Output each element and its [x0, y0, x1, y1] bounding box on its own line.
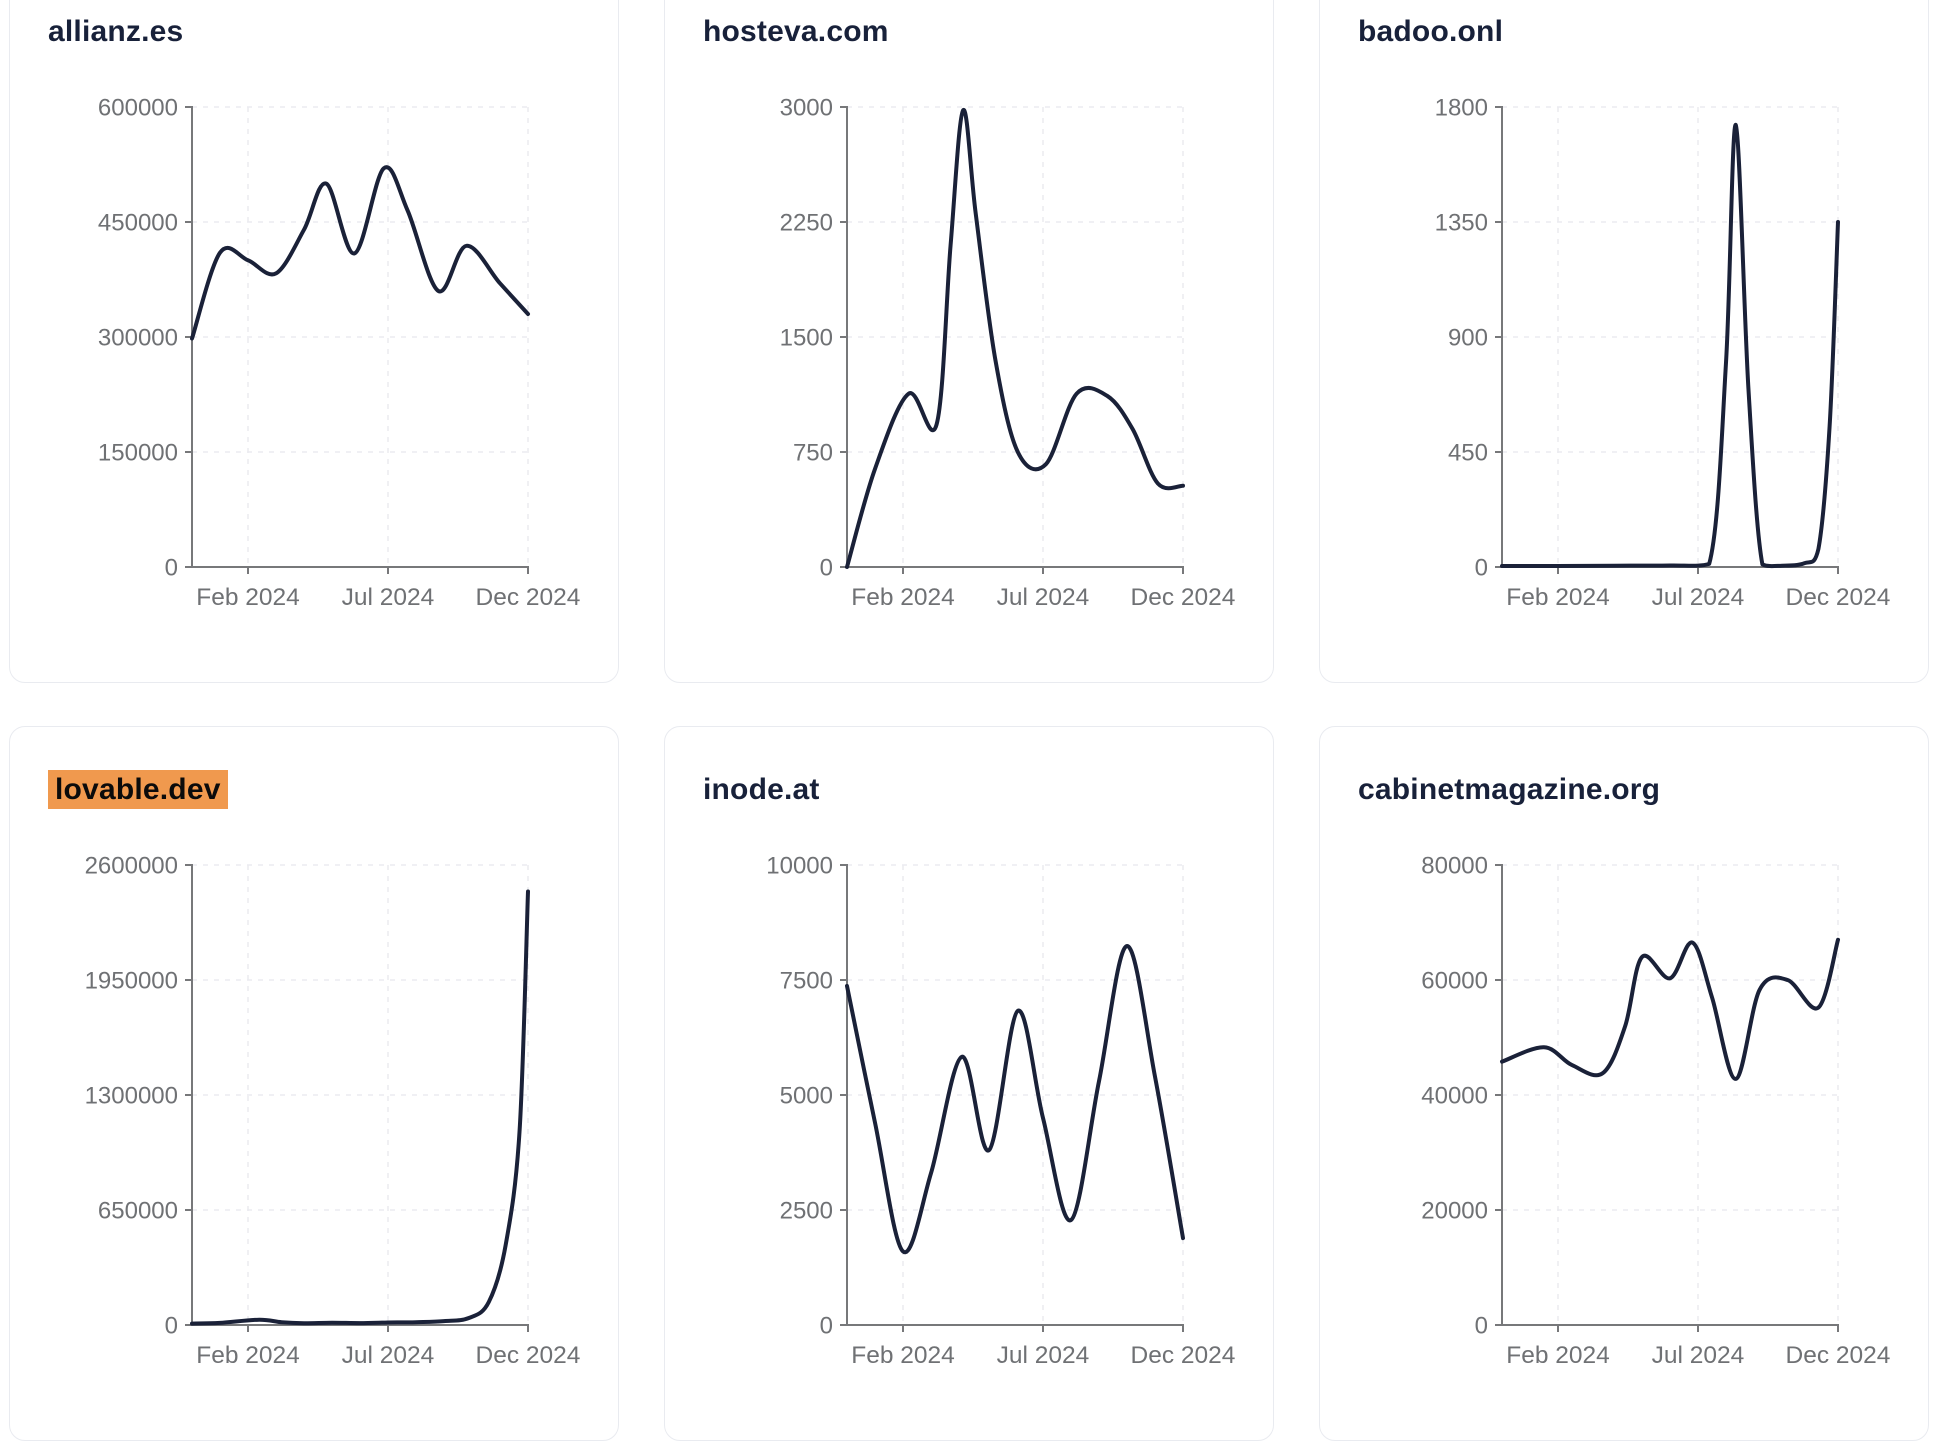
trend-line	[190, 165, 530, 341]
trend-line	[845, 108, 1185, 569]
y-tick-label: 1950000	[85, 968, 178, 995]
x-tick-label: Dec 2024	[1786, 1342, 1891, 1369]
domain-title-text: lovable.dev	[48, 770, 228, 809]
trend-line	[1500, 122, 1840, 569]
axis-frame	[840, 106, 1184, 574]
y-tick-label: 40000	[1421, 1083, 1488, 1110]
x-tick-label: Dec 2024	[476, 1342, 581, 1369]
y-tick-label: 1800	[1435, 95, 1488, 122]
chart-card: allianz.es 600000 450000 300000 150000 0 Feb …	[9, 0, 619, 683]
chart-title: allianz.es	[48, 15, 183, 49]
axis-frame	[185, 106, 529, 574]
line-chart: 600000 450000 300000 150000 0 Feb 2024 Jul 202…	[98, 95, 581, 612]
domain-title-text: cabinetmagazine.org	[1358, 773, 1661, 806]
chart-title: inode.at	[703, 773, 820, 807]
domain-title-text: inode.at	[703, 773, 820, 806]
domain-title-text: hosteva.com	[703, 15, 889, 48]
chart-card: inode.at 10000 7500 5000 2500 0 Feb 2024 Jul 2…	[664, 726, 1274, 1441]
y-tick-label: 3000	[780, 95, 833, 122]
x-tick-label: Feb 2024	[1506, 1342, 1610, 1369]
domain-title-text: badoo.onl	[1358, 15, 1504, 48]
x-tick-label: Dec 2024	[476, 584, 581, 611]
line-chart: 80000 60000 40000 20000 0 Feb 2024 Jul 2024 Dec…	[1421, 853, 1891, 1370]
chart-card: hosteva.com 3000 2250 1500 750 0 Feb 2024 Jul …	[664, 0, 1274, 683]
x-tick-label: Jul 2024	[997, 1342, 1090, 1369]
y-tick-label: 900	[1448, 325, 1488, 352]
chart-title: cabinetmagazine.org	[1358, 773, 1660, 807]
y-tick-label: 60000	[1421, 968, 1488, 995]
chart-title: lovable.dev	[48, 770, 228, 809]
y-tick-label: 150000	[98, 440, 178, 467]
chart-card: lovable.dev 2600000 1950000 1300000 650000 0…	[9, 726, 619, 1441]
trend-line	[845, 943, 1185, 1255]
y-tick-label: 450000	[98, 210, 178, 237]
x-tick-label: Jul 2024	[1652, 1342, 1745, 1369]
y-tick-label: 650000	[98, 1198, 178, 1225]
y-tick-label: 450	[1448, 440, 1488, 467]
y-tick-label: 300000	[98, 325, 178, 352]
axis-frame	[840, 864, 1184, 1332]
y-tick-label: 0	[165, 555, 178, 582]
x-tick-label: Jul 2024	[1652, 584, 1745, 611]
y-tick-label: 2250	[780, 210, 833, 237]
axis-frame	[1495, 106, 1839, 574]
x-tick-label: Jul 2024	[342, 1342, 435, 1369]
charts-grid: allianz.es 600000 450000 300000 150000 0 Feb …	[9, 0, 1929, 1441]
y-tick-label: 750	[793, 440, 833, 467]
x-tick-label: Jul 2024	[342, 584, 435, 611]
y-tick-label: 20000	[1421, 1198, 1488, 1225]
y-tick-label: 7500	[780, 968, 833, 995]
chart-title: hosteva.com	[703, 15, 889, 49]
y-tick-label: 0	[820, 1313, 833, 1340]
x-tick-label: Feb 2024	[851, 1342, 955, 1369]
y-tick-label: 0	[165, 1313, 178, 1340]
chart-card: badoo.onl 1800 1350 900 450 0 Feb 2024 Jul 202…	[1319, 0, 1929, 683]
y-tick-label: 80000	[1421, 853, 1488, 880]
y-tick-label: 0	[1475, 1313, 1488, 1340]
x-tick-label: Dec 2024	[1786, 584, 1891, 611]
y-tick-label: 5000	[780, 1083, 833, 1110]
x-tick-label: Jul 2024	[997, 584, 1090, 611]
x-tick-label: Feb 2024	[851, 584, 955, 611]
domain-title-text: allianz.es	[48, 15, 184, 48]
x-tick-label: Feb 2024	[196, 1342, 300, 1369]
line-chart: 2600000 1950000 1300000 650000 0 Feb 2024 Jul …	[85, 853, 581, 1370]
x-tick-label: Feb 2024	[196, 584, 300, 611]
y-tick-label: 600000	[98, 95, 178, 122]
y-tick-label: 2600000	[85, 853, 178, 880]
line-chart: 1800 1350 900 450 0 Feb 2024 Jul 2024 Dec 2024	[1435, 95, 1891, 612]
chart-title: badoo.onl	[1358, 15, 1503, 49]
x-tick-label: Feb 2024	[1506, 584, 1610, 611]
x-tick-label: Dec 2024	[1131, 1342, 1236, 1369]
chart-card: cabinetmagazine.org 80000 60000 40000 20000…	[1319, 726, 1929, 1441]
trend-line	[1500, 937, 1840, 1081]
y-tick-label: 1300000	[85, 1083, 178, 1110]
y-tick-label: 1500	[780, 325, 833, 352]
line-chart: 10000 7500 5000 2500 0 Feb 2024 Jul 2024 Dec 20…	[766, 853, 1236, 1370]
trend-line	[190, 889, 530, 1326]
y-tick-label: 2500	[780, 1198, 833, 1225]
axis-frame	[1495, 864, 1839, 1332]
y-tick-label: 1350	[1435, 210, 1488, 237]
axis-frame	[185, 864, 529, 1332]
y-tick-label: 0	[820, 555, 833, 582]
x-tick-label: Dec 2024	[1131, 584, 1236, 611]
y-tick-label: 0	[1475, 555, 1488, 582]
y-tick-label: 10000	[766, 853, 833, 880]
line-chart: 3000 2250 1500 750 0 Feb 2024 Jul 2024 Dec 2024	[780, 95, 1236, 612]
